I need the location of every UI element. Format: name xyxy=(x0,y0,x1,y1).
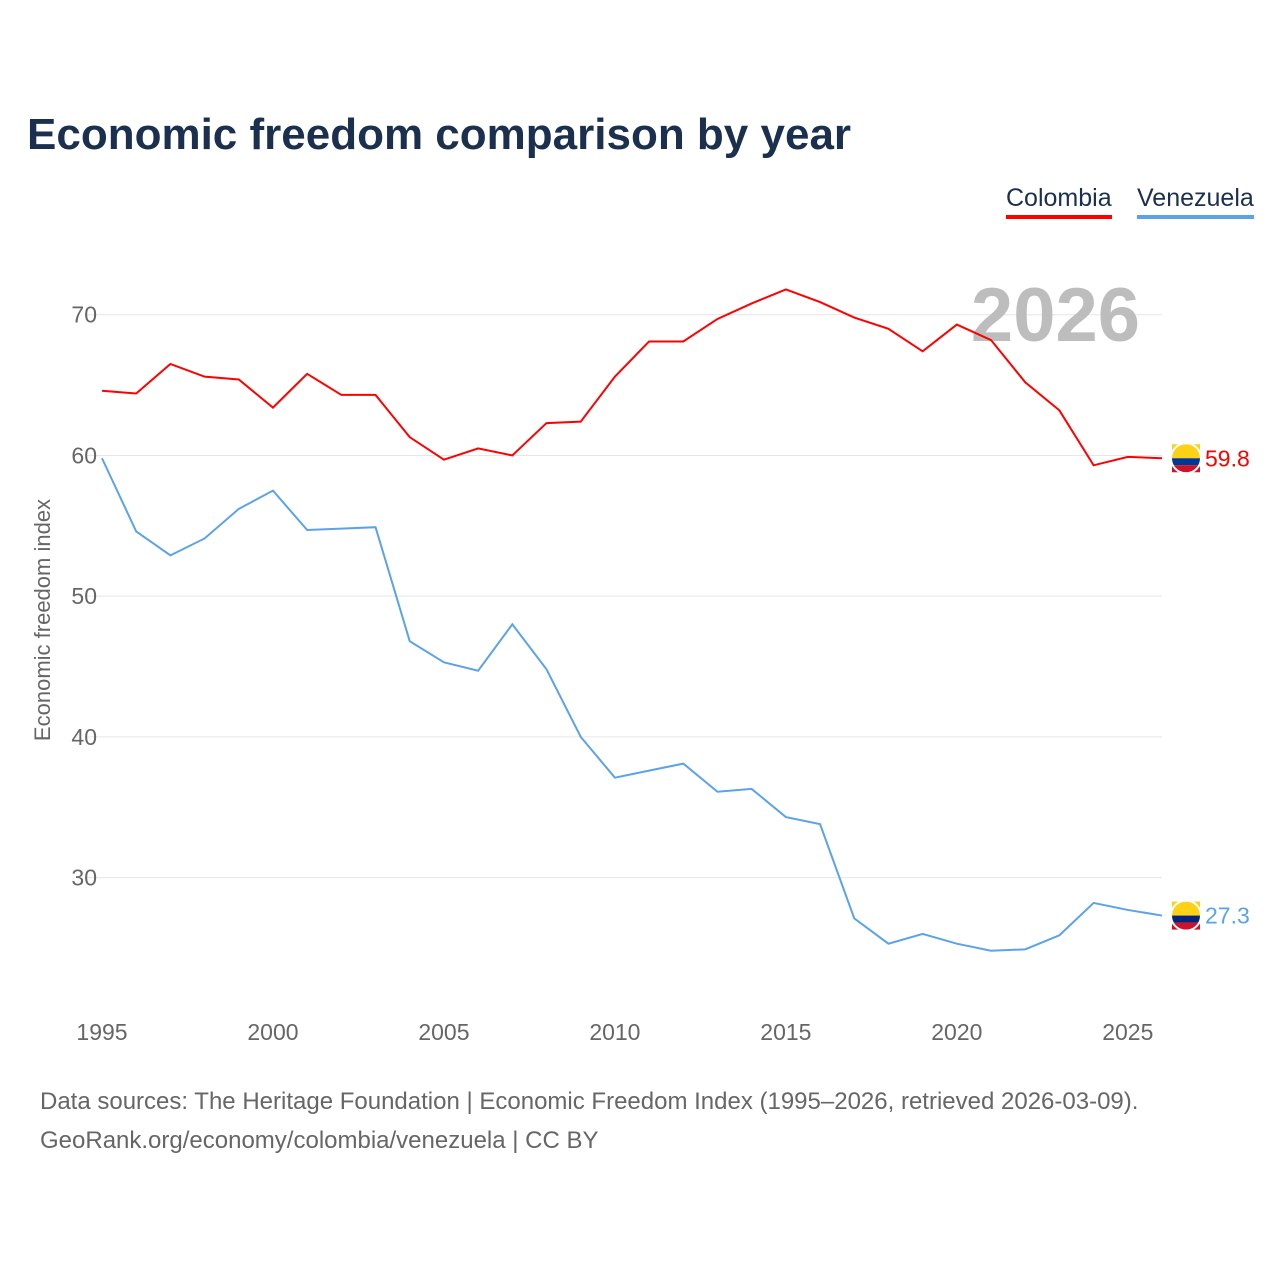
series-line-venezuela xyxy=(101,457,1163,952)
flag-icon xyxy=(1172,915,1200,923)
year-watermark: 2026 xyxy=(971,273,1140,358)
flag-icon-border xyxy=(1170,442,1202,475)
flag-icon xyxy=(1172,922,1200,930)
y-tick-label: 60 xyxy=(71,442,97,468)
x-tick-label: 2010 xyxy=(589,1019,640,1045)
series-line-colombia xyxy=(101,288,1163,467)
y-tick-label: 70 xyxy=(71,302,97,328)
end-value-label-venezuela: 27.3 xyxy=(1205,903,1250,929)
y-tick-label: 40 xyxy=(71,724,97,750)
flag-icon xyxy=(1172,465,1200,473)
legend-colombia[interactable]: Colombia xyxy=(1006,184,1112,219)
legend-venezuela[interactable]: Venezuela xyxy=(1137,184,1254,219)
flag-icon xyxy=(1172,444,1200,459)
end-value-label-colombia: 59.8 xyxy=(1205,445,1250,471)
x-tick-label: 2025 xyxy=(1102,1019,1153,1045)
flag-icon-border xyxy=(1170,899,1202,932)
source-note: Data sources: The Heritage Foundation | … xyxy=(40,1088,1139,1115)
source-link[interactable]: GeoRank.org/economy/colombia/venezuela |… xyxy=(40,1127,599,1154)
x-tick-label: 2020 xyxy=(931,1019,982,1045)
x-tick-label: 2015 xyxy=(760,1019,811,1045)
x-tick-label: 2005 xyxy=(418,1019,469,1045)
flag-icon xyxy=(1172,901,1200,916)
chart-title: Economic freedom comparison by year xyxy=(27,110,852,159)
x-tick-label: 1995 xyxy=(76,1019,127,1045)
x-tick-label: 2000 xyxy=(247,1019,298,1045)
y-tick-label: 30 xyxy=(71,865,97,891)
y-axis-label: Economic freedom index xyxy=(30,499,55,741)
flag-icon xyxy=(1172,458,1200,466)
y-tick-label: 50 xyxy=(71,583,97,609)
